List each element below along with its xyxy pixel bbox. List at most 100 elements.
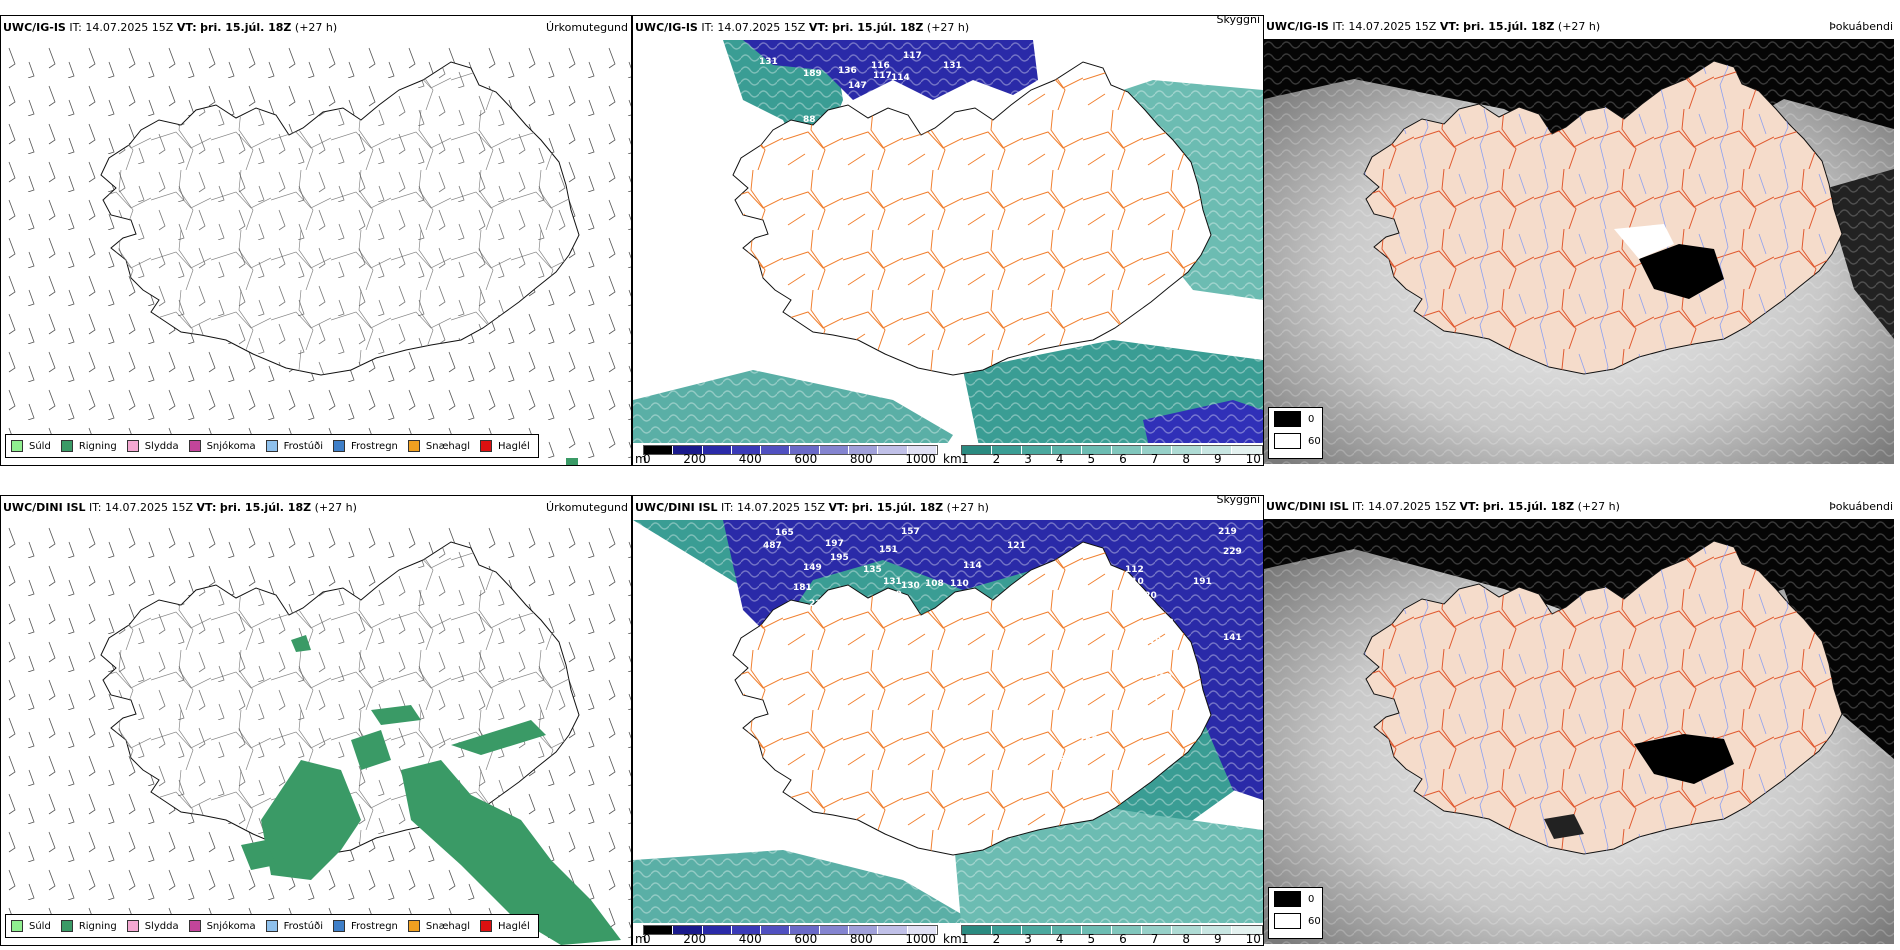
legend-item: Haglél <box>480 440 530 452</box>
vt-label: VT: <box>176 21 197 34</box>
legend-swatch <box>11 920 23 932</box>
km-colorbar <box>961 445 1263 455</box>
legend-label: Frostúði <box>283 440 323 452</box>
cloud-scale: m 0 200 400 600 800 1000 km 1 2 3 4 5 6 7 8 9 10 <box>633 443 1263 465</box>
fog-panel-bottom: UWC/DINI ISL IT: 14.07.2025 15Z VT: þri.… <box>1264 495 1896 946</box>
precip-panel-top: UWC/IG-IS IT: 14.07.2025 15Z VT: þri. 15… <box>0 15 632 466</box>
legend-item: Snæhagl <box>407 440 471 452</box>
cloud-base-value: 124 <box>1153 698 1172 708</box>
it-label: IT: <box>721 501 734 514</box>
vt-label: VT: <box>1459 500 1480 513</box>
tick-label: 200 <box>683 452 707 466</box>
legend-label: Slydda <box>144 440 179 452</box>
km-colorbar <box>961 925 1263 935</box>
legend-item: Snjókoma <box>188 440 256 452</box>
cloud-base-value: 189 <box>803 69 822 79</box>
fog-legend-row: 0 <box>1269 408 1322 430</box>
cloud-base-value: 229 <box>1223 547 1242 557</box>
vt-value: þri. 15.júl. 18Z <box>1482 500 1575 513</box>
legend-item: Rigning <box>60 440 117 452</box>
cloud-base-value: 197 <box>825 539 844 549</box>
cloud-base-value: 151 <box>879 545 898 555</box>
cloud-base-value: 149 <box>803 563 822 573</box>
tick-label: 2 <box>992 932 1001 946</box>
legend-swatch <box>60 920 73 932</box>
cloud-base-value: 117 <box>873 71 892 81</box>
panel-header: UWC/DINI ISL IT: 14.07.2025 15Z VT: þri.… <box>633 496 1263 520</box>
tick-label: 1000 <box>905 452 936 466</box>
panel-title: Þokuábendi <box>1829 500 1893 513</box>
legend-swatch <box>188 440 201 452</box>
it-value: 14.07.2025 15Z <box>105 501 194 514</box>
cloud-base-value: 130 <box>883 590 902 600</box>
legend-label: Súld <box>29 920 51 932</box>
panel-header: UWC/DINI ISL IT: 14.07.2025 15Z VT: þri.… <box>1264 495 1896 519</box>
cloud-panel-bottom: UWC/DINI ISL IT: 14.07.2025 15Z VT: þri.… <box>632 495 1264 946</box>
model-name: UWC/DINI ISL <box>635 501 718 514</box>
model-name: UWC/DINI ISL <box>3 501 86 514</box>
cloud-base-value: 157 <box>901 527 920 537</box>
fog-map <box>1264 519 1894 944</box>
legend-swatch <box>480 440 493 452</box>
legend-item: Slydda <box>126 920 179 932</box>
panel-title: Skyggni <box>1216 495 1260 506</box>
tick-label: 1 <box>961 452 969 466</box>
cloud-map: 1311891361161171311471171148846114918823… <box>633 40 1263 465</box>
vt-label: VT: <box>828 501 849 514</box>
it-value: 14.07.2025 15Z <box>85 21 174 34</box>
cloud-base-value: 147 <box>848 81 867 91</box>
tick-label: 7 <box>1150 932 1159 946</box>
it-value: 14.07.2025 15Z <box>717 21 806 34</box>
legend-item: Snjókoma <box>188 920 256 932</box>
cloud-base-value: 461 <box>1033 301 1052 311</box>
tick-label: 800 <box>849 452 873 466</box>
fog-label: 60 <box>1308 435 1321 447</box>
fog-swatch <box>1274 433 1301 449</box>
cloud-base-value: 117 <box>903 51 922 61</box>
panel-title: Þokuábendi <box>1829 20 1893 33</box>
legend-swatch <box>126 440 139 452</box>
fog-panel-top: UWC/IG-IS IT: 14.07.2025 15Z VT: þri. 15… <box>1264 15 1896 466</box>
vt-value: þri. 15.júl. 18Z <box>219 501 312 514</box>
cloud-base-value: 130 <box>901 581 920 591</box>
tick-label: 9 <box>1214 932 1222 946</box>
cloud-base-value: 219 <box>1218 527 1237 537</box>
unit-m: m <box>635 452 647 466</box>
cloud-base-value: 110 <box>950 579 969 589</box>
legend-swatch <box>333 920 345 932</box>
tick-label: 200 <box>683 932 707 946</box>
model-name: UWC/IG-IS <box>635 21 698 34</box>
fog-legend-row: 60 <box>1269 910 1322 932</box>
km-ticks: 1 2 3 4 5 6 7 8 9 10 <box>961 932 1261 946</box>
precip-panel-bottom: UWC/DINI ISL IT: 14.07.2025 15Z VT: þri.… <box>0 495 632 946</box>
panel-title: Úrkomutegund <box>546 21 628 34</box>
fog-map <box>1264 39 1894 464</box>
tick-label: 10 <box>1245 452 1261 466</box>
tick-label: 0 <box>643 452 651 466</box>
tick-label: 9 <box>1214 452 1222 466</box>
it-label: IT: <box>1352 500 1365 513</box>
vt-label: VT: <box>196 501 217 514</box>
model-name: UWC/IG-IS <box>3 21 66 34</box>
cloud-base-value: 106 <box>1153 651 1172 661</box>
legend-label: Snæhagl <box>425 440 471 452</box>
vt-value: þri. 15.júl. 18Z <box>200 21 292 34</box>
fog-label: 60 <box>1308 915 1321 927</box>
tick-label: 3 <box>1024 932 1032 946</box>
panel-header: UWC/IG-IS IT: 14.07.2025 15Z VT: þri. 15… <box>1264 15 1896 39</box>
cloud-base-value: 487 <box>1053 755 1072 765</box>
legend-item: Rigning <box>60 920 117 932</box>
m-ticks: 0 200 400 600 800 1000 <box>643 932 936 946</box>
cloud-base-value: 229 <box>809 599 828 609</box>
model-name: UWC/IG-IS <box>1266 20 1329 33</box>
cloud-panel-top: UWC/IG-IS IT: 14.07.2025 15Z VT: þri. 15… <box>632 15 1264 466</box>
legend-label: Frostregn <box>351 440 398 452</box>
cloud-base-value: 131 <box>943 61 962 71</box>
cloud-base-value: 165 <box>775 528 794 538</box>
fog-swatch <box>1274 411 1301 427</box>
unit-km: km <box>943 932 962 946</box>
cloud-base-value: 141 <box>1223 633 1242 643</box>
tick-label: 10 <box>1245 932 1261 946</box>
cloud-base-value: 135 <box>863 565 882 575</box>
